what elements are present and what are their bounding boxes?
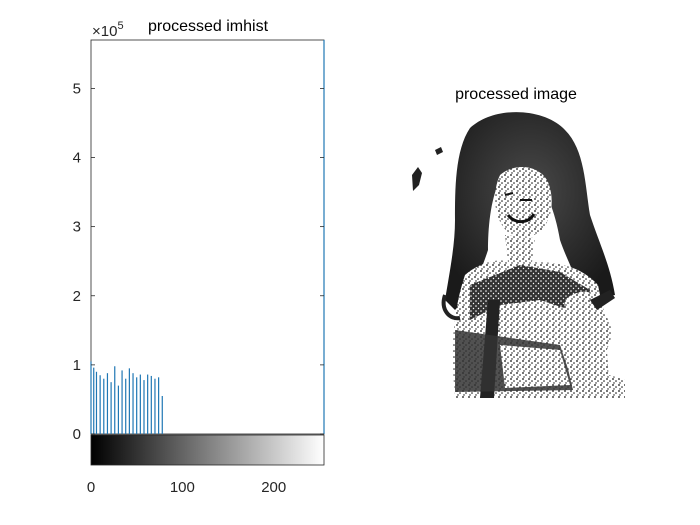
histogram-title: processed imhist bbox=[148, 18, 269, 35]
image-title: processed image bbox=[455, 86, 577, 103]
x-tick-label: 100 bbox=[170, 479, 195, 496]
y-tick-label: 3 bbox=[73, 219, 81, 236]
y-tick-label: 1 bbox=[73, 357, 81, 374]
processed-image bbox=[410, 110, 626, 400]
y-tick-label: 4 bbox=[73, 150, 81, 167]
y-tick-label: 2 bbox=[73, 288, 81, 305]
y-tick-label: 5 bbox=[73, 80, 81, 97]
x-tick-label: 200 bbox=[261, 479, 286, 496]
histogram-y-ticks: 0 1 2 3 4 5 bbox=[73, 80, 324, 443]
x-tick-label: 0 bbox=[87, 479, 95, 496]
y-tick-label: 0 bbox=[73, 426, 81, 443]
histogram-subplot: ×105 processed imhist 0 1 2 3 4 5 0 100 200 bbox=[73, 18, 325, 496]
image-subplot: processed image bbox=[410, 86, 626, 400]
exponent-label: ×105 bbox=[92, 20, 124, 40]
histogram-x-ticks: 0 100 200 bbox=[87, 479, 286, 496]
histogram-axes-box bbox=[90, 39, 325, 435]
histogram-bars bbox=[90, 40, 325, 434]
histogram-colorbar bbox=[90, 434, 325, 466]
